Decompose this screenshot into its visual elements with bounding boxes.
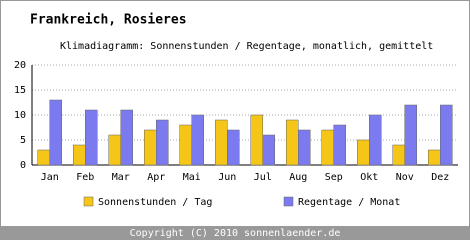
bar: [227, 129, 240, 166]
y-tick-label: 5: [20, 135, 26, 146]
bar: [215, 119, 228, 166]
x-tick-label: Jul: [254, 172, 272, 183]
bar: [286, 119, 299, 166]
y-tick-label: 0: [20, 160, 26, 171]
bar: [392, 144, 405, 166]
bar: [108, 134, 121, 166]
bar: [144, 129, 157, 166]
bar: [369, 114, 382, 166]
legend-swatch: [283, 196, 294, 207]
legend-swatch: [83, 196, 94, 207]
chart-subtitle: Klimadiagramm: Sonnenstunden / Regentage…: [60, 41, 433, 52]
bar: [404, 104, 417, 166]
footer-bar: [0, 226, 470, 240]
x-tick-label: Jun: [218, 172, 236, 183]
bar: [428, 149, 441, 166]
bar: [191, 114, 204, 166]
bar: [440, 104, 453, 166]
bar: [262, 134, 275, 166]
bar: [333, 124, 346, 166]
bar: [156, 119, 169, 166]
bar: [37, 149, 50, 166]
bar: [73, 144, 86, 166]
chart-title: Frankreich, Rosieres: [30, 13, 187, 28]
y-tick-label: 10: [14, 110, 26, 121]
x-tick-label: Mar: [112, 172, 130, 183]
x-tick-label: Sep: [325, 172, 343, 183]
legend-label: Regentage / Monat: [298, 197, 400, 208]
bar: [179, 124, 192, 166]
footer: Copyright (C) 2010 sonnenlaender.de: [130, 228, 341, 239]
x-tick-label: Feb: [76, 172, 94, 183]
legend-label: Sonnenstunden / Tag: [98, 197, 212, 208]
y-tick-label: 20: [14, 60, 26, 71]
bar: [357, 139, 370, 166]
x-tick-label: Mai: [183, 172, 201, 183]
x-tick-label: Apr: [147, 172, 165, 183]
bar: [321, 129, 334, 166]
bar: [250, 114, 263, 166]
bar: [85, 109, 98, 166]
x-tick-label: Okt: [360, 172, 378, 183]
y-tick-label: 15: [14, 85, 26, 96]
bar: [49, 99, 62, 166]
x-tick-label: Jan: [41, 172, 59, 183]
bar: [120, 109, 133, 166]
bar: [298, 129, 311, 166]
x-tick-label: Aug: [289, 172, 307, 183]
x-tick-label: Dez: [431, 172, 449, 183]
x-tick-label: Nov: [396, 172, 414, 183]
